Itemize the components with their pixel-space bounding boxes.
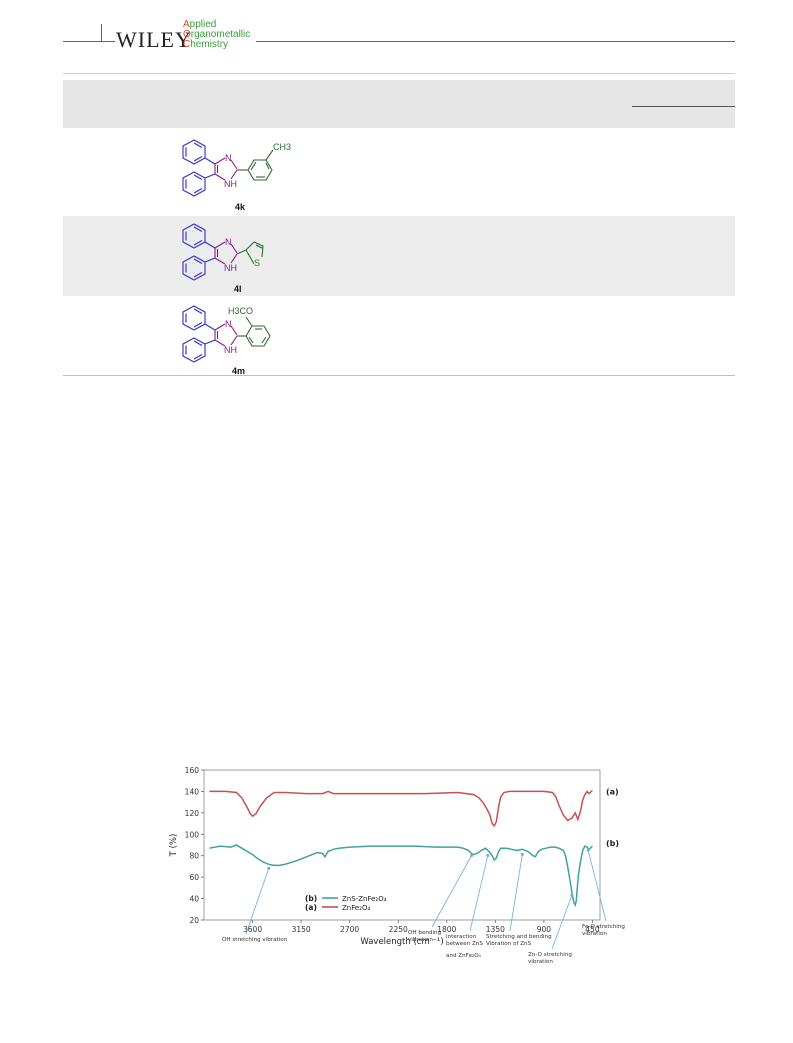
plot-frame [203,769,601,921]
annotation-arrow [431,855,472,928]
substituent-label: H3CO [228,306,253,316]
annotation-text: vibration [408,937,433,943]
journal-line-1: Applied [183,19,217,30]
atom-n: N [225,153,232,163]
table-top-rule [63,73,735,74]
annotation-text: Vibration of ZnS [486,941,532,947]
annotation-text: interaction [446,934,477,940]
y-tick-label: 120 [185,809,200,818]
ftir-figure: 20 40 60 80 100 120 140 160 3600 3150 2700 2250 1800… [160,760,630,1010]
annotation-text: vibration [582,931,607,937]
atom-nh: NH [224,263,237,273]
annotation-text: between ZnS [446,941,483,947]
annotation-arrowhead [470,854,474,857]
annotation-text: and ZnFe₂O₄ [446,953,482,959]
annotation-text: Zn-O stretching [528,952,572,958]
x-tick-label: 450 [585,925,600,934]
annotation-text: Stretching and bending [486,934,552,940]
table-row-4k: N NH CH3 4k [63,128,735,216]
annotation-arrowhead [570,893,574,897]
y-tick-label: 60 [189,873,199,882]
annotation-arrowhead [520,852,524,856]
table-row-4l: N NH S 4l [63,216,735,296]
y-axis-label: T (%) [169,834,179,858]
annotation-arrow [551,895,573,950]
y-tick-label: 40 [189,895,199,904]
atom-nh: NH [224,179,237,189]
compound-label: 4l [234,284,242,294]
compound-label: 4m [232,366,245,376]
structure-4l: N NH S 4l [182,223,264,294]
page-header: WILEY Applied Organometallic Chemistry [0,0,793,60]
series-tag-label: (b) [606,839,619,848]
table-row-4m: N NH H3CO 4m [63,296,735,376]
journal-line-2: Organometallic [183,29,251,40]
x-tick-label: 900 [537,925,552,934]
legend-label: ZnFe₂O₄ [342,904,370,912]
annotation-text: Fe-O stretching [582,924,625,930]
x-tick-label: 2700 [340,925,359,934]
atom-n: N [225,319,232,329]
structure-4k: N NH CH3 4k [182,139,291,212]
header-tick [101,24,102,42]
y-tick-label: 20 [189,916,199,925]
header-rule-left [63,41,115,42]
x-axis-label: Wavelength (cm ⁻¹) [360,937,443,947]
atom-nh: NH [224,345,237,355]
substituent-label: S [254,258,260,268]
y-tick-label: 140 [185,787,200,796]
atom-n: N [225,237,232,247]
table-bottom-rule [63,375,735,376]
x-tick-label: 3150 [292,925,311,934]
annotation-text: OH stretching vibration [222,937,288,943]
annotation-arrow [469,855,489,932]
ftir-chart: 20 40 60 80 100 120 140 160 3600 3150 2700 2250 1800… [169,766,625,965]
substituent-label: CH3 [273,142,291,152]
annotation-text: OH bending [408,930,442,936]
annotation-arrowhead [486,854,490,857]
legend-label: ZnS-ZnFe₂O₄ [342,895,387,903]
y-tick-label: 80 [189,852,199,861]
x-tick-label: 1350 [486,925,505,934]
annotation-text: vibration [528,959,553,965]
x-tick-label: 1800 [437,925,456,934]
journal-line-3: Chemistry [183,39,229,50]
annotation-arrowhead [586,848,590,852]
series-line-a [209,789,593,827]
legend-tag: (b) [305,894,317,903]
series-line-b [209,844,593,908]
table-header-subrule [632,106,735,107]
y-tick-label: 160 [185,766,200,775]
annotation-arrowhead [267,866,271,870]
annotation-arrow [245,868,270,935]
publisher-logo: WILEY [116,27,192,52]
journal-name: Applied Organometallic Chemistry [183,20,250,50]
table-header [63,80,735,128]
x-tick-label: 2250 [389,925,408,934]
x-tick-label: 3600 [243,925,262,934]
annotation-arrow [587,850,607,922]
compound-label: 4k [235,202,246,212]
structure-4m: N NH H3CO 4m [182,305,271,376]
annotation-arrow [509,854,523,932]
series-tag-label: (a) [606,787,619,796]
legend-tag: (a) [305,903,317,912]
y-tick-label: 100 [185,830,200,839]
header-rule-right [256,41,735,42]
